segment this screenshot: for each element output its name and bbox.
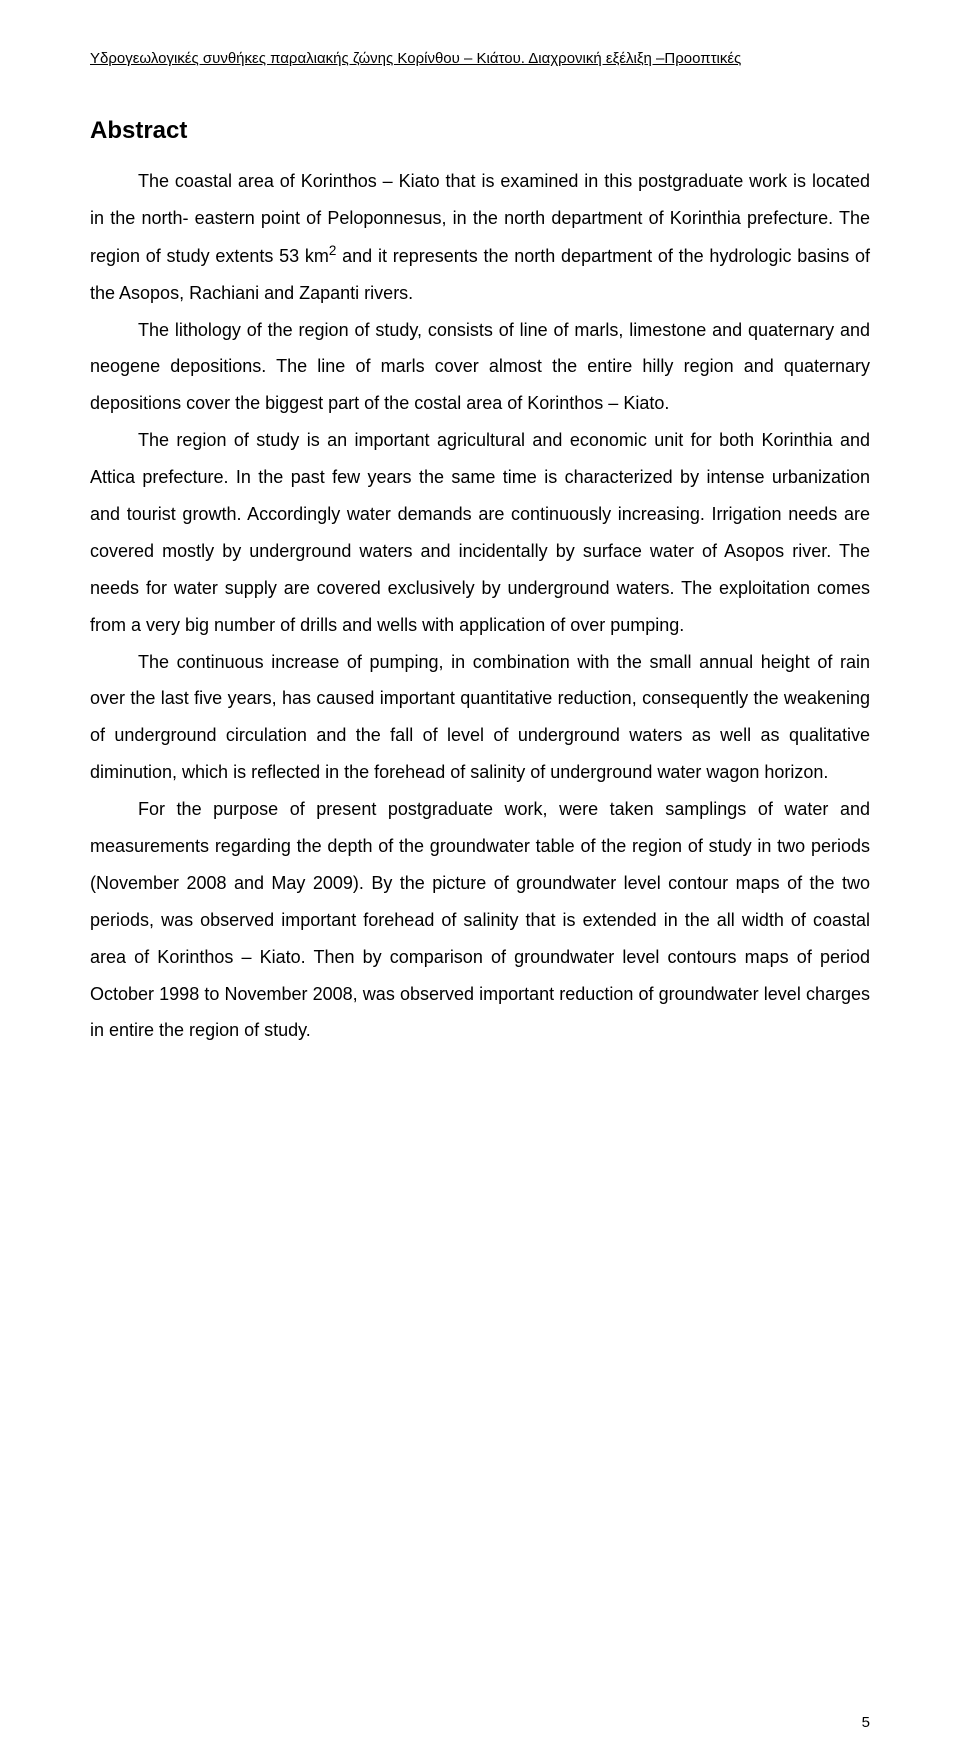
abstract-paragraph: The region of study is an important agri… xyxy=(90,422,870,643)
abstract-paragraph: The coastal area of Korinthos – Kiato th… xyxy=(90,163,870,312)
page-header: Υδρογεωλογικές συνθήκες παραλιακής ζώνης… xyxy=(90,50,870,67)
document-page: Υδρογεωλογικές συνθήκες παραλιακής ζώνης… xyxy=(0,0,960,1761)
page-number: 5 xyxy=(862,1714,870,1731)
abstract-title: Abstract xyxy=(90,117,870,145)
abstract-body: The coastal area of Korinthos – Kiato th… xyxy=(90,163,870,1049)
abstract-paragraph: The lithology of the region of study, co… xyxy=(90,312,870,423)
abstract-paragraph: The continuous increase of pumping, in c… xyxy=(90,644,870,792)
superscript: 2 xyxy=(329,243,337,258)
abstract-paragraph: For the purpose of present postgraduate … xyxy=(90,791,870,1049)
